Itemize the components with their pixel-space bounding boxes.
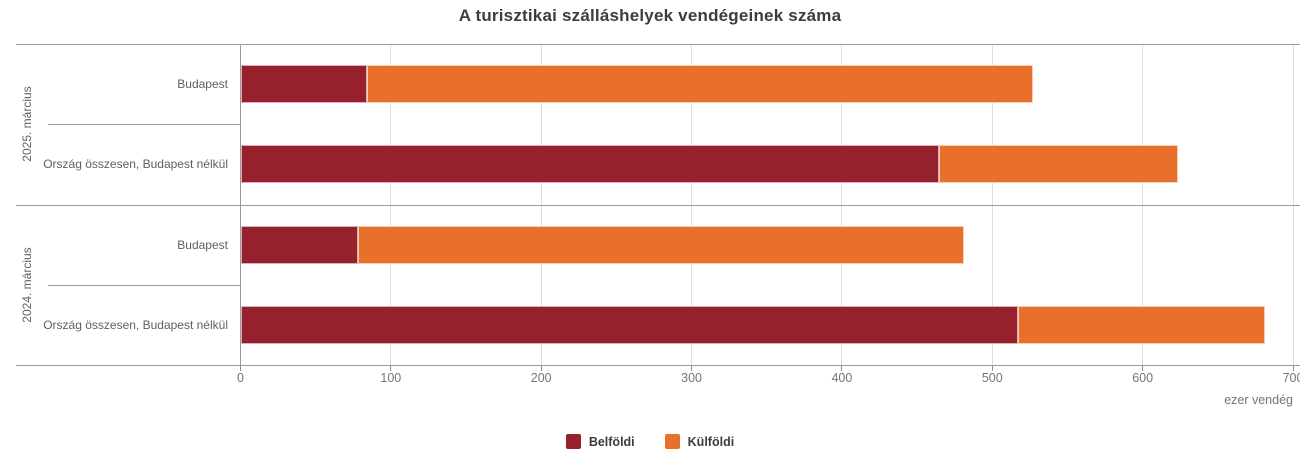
bar-row-2024-marcius-budapest [241,225,965,264]
y-axis-line [240,44,241,365]
row-label-budapest: Budapest [177,237,228,252]
bar-segment-kulfoldi [358,225,965,264]
legend-swatch-kulfoldi [664,434,680,449]
x-tick-300 [691,365,693,371]
legend-item-belfoldi: Belföldi [565,434,635,449]
row-divider-line [48,284,241,286]
frame-line-top [16,44,1300,45]
x-tick-label-300: 300 [681,371,702,385]
row-divider-line [48,124,241,126]
x-tick-500 [991,365,993,371]
bar-segment-kulfoldi [938,145,1178,184]
x-tick-600 [1142,365,1144,371]
bar-row-2024-marcius-orszag-osszesen-budapest-nelkul [241,305,1265,344]
legend-label-kulfoldi: Külföldi [687,434,735,449]
legend-swatch-belfoldi [565,434,581,449]
x-tick-label-700: 700 [1282,371,1300,385]
x-tick-label-0: 0 [237,371,244,385]
bar-segment-kulfoldi [1018,305,1265,344]
x-tick-700 [1292,365,1294,371]
legend-item-kulfoldi: Külföldi [664,434,735,449]
x-tick-200 [540,365,542,371]
frame-line-bottom [16,365,1300,366]
bar-row-2025-marcius-orszag-osszesen-budapest-nelkul [241,145,1178,184]
legend-label-belfoldi: Belföldi [588,434,635,449]
x-tick-label-100: 100 [380,371,402,385]
bar-segment-belfoldi [241,305,1019,344]
bar-segment-kulfoldi [367,65,1034,104]
x-tick-label-200: 200 [530,371,552,385]
bar-segment-belfoldi [241,145,939,184]
x-tick-100 [390,365,392,371]
x-tick-label-600: 600 [1132,371,1154,385]
x-tick-label-500: 500 [981,371,1003,385]
row-label-orszag-osszesen-budapest-nelkul: Ország összesen, Budapest nélkül [43,317,228,332]
legend: Belföldi Külföldi [0,434,1300,449]
bar-row-2025-marcius-budapest [241,65,1034,104]
group-separator-line [16,204,1300,206]
bar-segment-belfoldi [241,225,359,264]
x-tick-label-400: 400 [831,371,853,385]
x-tick-400 [841,365,843,371]
bar-segment-belfoldi [241,65,368,104]
x-tick-0 [240,365,241,371]
row-label-orszag-osszesen-budapest-nelkul: Ország összesen, Budapest nélkül [43,157,228,172]
x-axis-unit-label: ezer vendég [1224,393,1293,407]
chart-title: A turisztikai szálláshelyek vendégeinek … [458,6,842,25]
row-label-budapest: Budapest [177,77,228,92]
